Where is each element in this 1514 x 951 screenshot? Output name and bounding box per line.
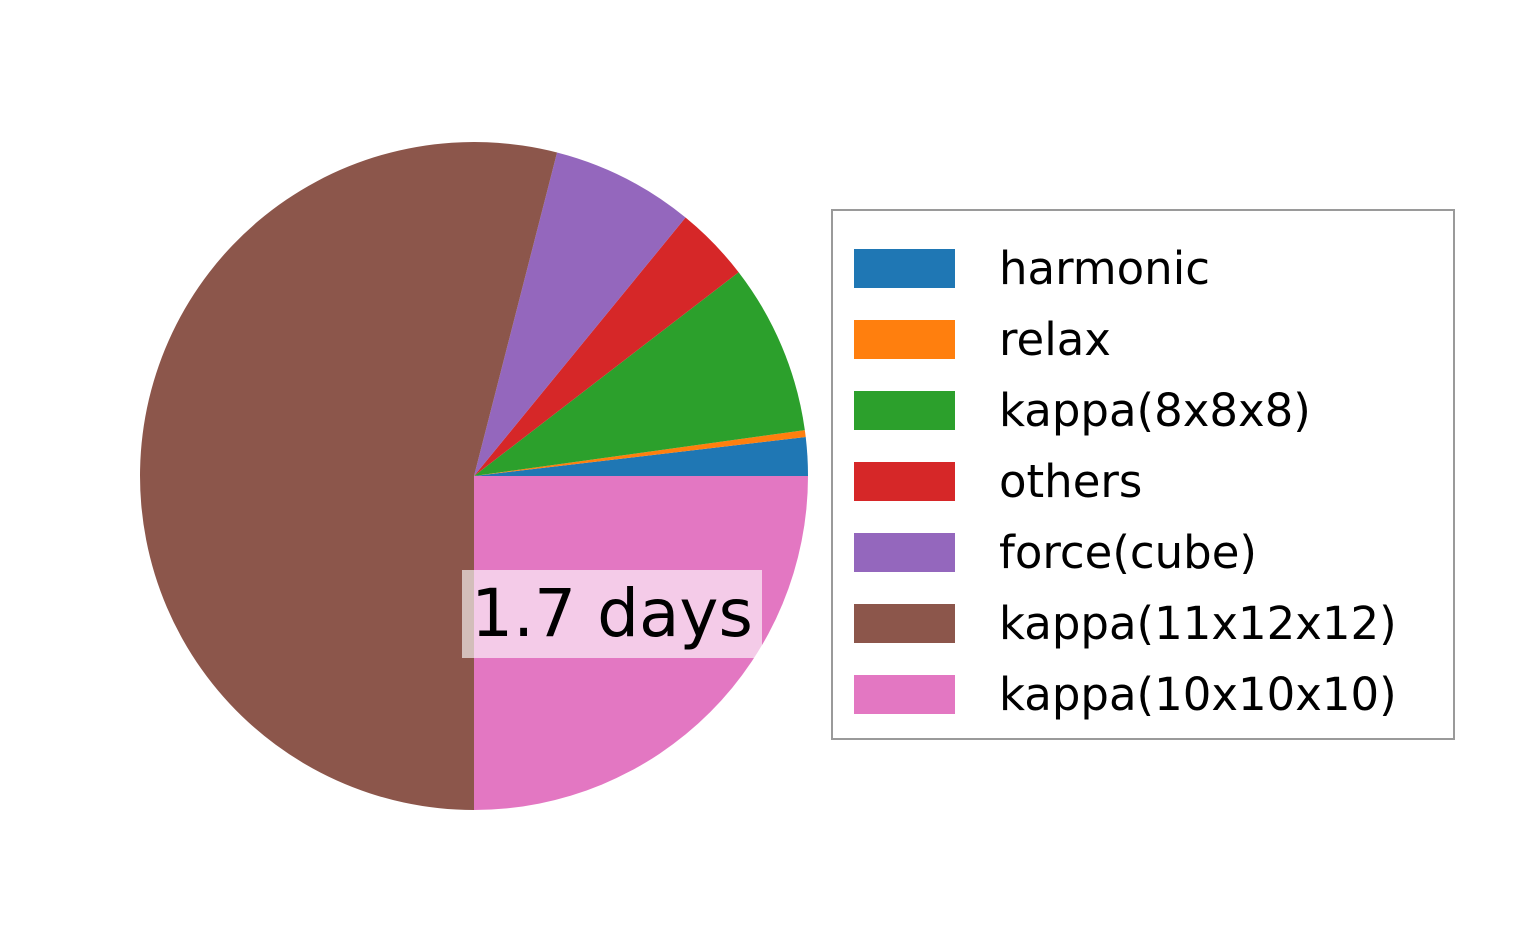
pie-slice-harmonic[interactable] [474,437,808,476]
legend-swatch-others [854,462,955,501]
legend-label-harmonic: harmonic [999,242,1210,295]
legend-item-kappa-10x10x10[interactable]: kappa(10x10x10) [833,659,1453,730]
legend-label-force-cube: force(cube) [999,526,1257,579]
legend-swatch-relax [854,320,955,359]
legend-swatch-harmonic [854,249,955,288]
legend-label-relax: relax [999,313,1111,366]
pie-slice-kappa8x8x8[interactable] [474,272,805,476]
pie-slice-others[interactable] [474,217,739,476]
legend-label-kappa-10x10x10: kappa(10x10x10) [999,668,1397,721]
pie-slices-group [140,142,808,810]
legend-item-others[interactable]: others [833,446,1453,517]
pie-chart-area: 1.7 days [140,142,808,810]
legend-item-relax[interactable]: relax [833,304,1453,375]
legend-swatch-kappa-10x10x10 [854,675,955,714]
legend-item-force-cube[interactable]: force(cube) [833,517,1453,588]
legend-item-kappa-8x8x8[interactable]: kappa(8x8x8) [833,375,1453,446]
legend-label-others: others [999,455,1143,508]
pie-slice-relax[interactable] [474,430,806,476]
legend-item-kappa-11x12x12[interactable]: kappa(11x12x12) [833,588,1453,659]
pie-slice-kappa11x12x12[interactable] [140,142,558,810]
legend-label-kappa-11x12x12: kappa(11x12x12) [999,597,1397,650]
legend-swatch-force-cube [854,533,955,572]
pie-slice-forcecube[interactable] [474,152,686,477]
legend-label-kappa-8x8x8: kappa(8x8x8) [999,384,1311,437]
pie-slice-kappa10x10x10[interactable] [474,476,808,810]
legend-swatch-kappa-8x8x8 [854,391,955,430]
legend-box: harmonic relax kappa(8x8x8) others force… [831,209,1455,740]
legend-swatch-kappa-11x12x12 [854,604,955,643]
legend-item-harmonic[interactable]: harmonic [833,233,1453,304]
